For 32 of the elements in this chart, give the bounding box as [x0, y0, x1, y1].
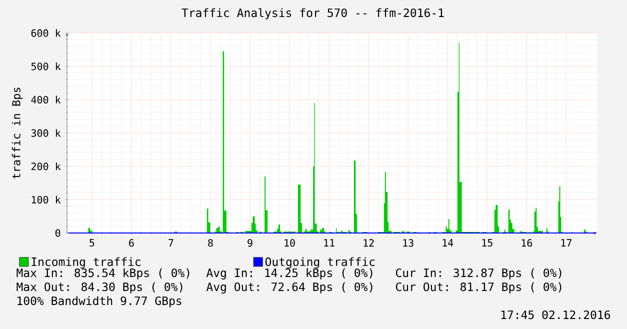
x-tick-label: 12 [364, 239, 374, 247]
y-tick-label: 0 [55, 229, 60, 237]
x-tick-label: 17 [561, 239, 572, 246]
y-tick-label: 200 k [31, 162, 61, 170]
y-axis-title: traffic in Bps [12, 88, 23, 179]
x-tick-label: 6 [129, 239, 134, 247]
x-tick-label: 9 [248, 239, 252, 247]
y-tick-label: 600 k [31, 29, 61, 37]
x-tick-label: 15 [482, 239, 492, 247]
x-tick-label: 7 [168, 239, 174, 246]
x-tick-label: 13 [403, 239, 414, 247]
y-tick-label: 400 k [31, 96, 61, 104]
text: Avg In: 14.25 kBps ( 0%) [206, 268, 372, 280]
text: Max In: 835.54 kBps ( 0%) [16, 268, 190, 280]
legend-label: Incoming traffic [32, 257, 140, 268]
y-tick-label: 100 k [32, 196, 61, 204]
x-tick-label: 10 [284, 239, 295, 247]
x-tick-label: 11 [324, 239, 334, 246]
text: Cur Out: 81.17 Bps ( 0%) [396, 282, 562, 294]
x-tick-label: 5 [90, 239, 94, 247]
y-tick-label: 500 k [31, 62, 61, 70]
text: Cur In: 312.87 Bps ( 0%) [396, 268, 562, 280]
legend-label: Outgoing traffic [265, 257, 375, 268]
text: 17:45 02.12.2016 [501, 310, 610, 320]
y-tick-label: 300 k [31, 129, 61, 137]
text: Max Out: 84.30 Bps ( 0%) [16, 282, 182, 294]
text: Avg Out: 72.64 Bps ( 0%) [206, 282, 372, 294]
x-tick-label: 14 [442, 239, 454, 246]
text: 100% Bandwidth 9.77 GBps [18, 296, 182, 308]
x-tick-label: 8 [208, 239, 213, 247]
x-tick-label: 16 [522, 239, 532, 247]
chart-title: Traffic Analysis for 570 -- ffm-2016-1 [182, 8, 444, 20]
